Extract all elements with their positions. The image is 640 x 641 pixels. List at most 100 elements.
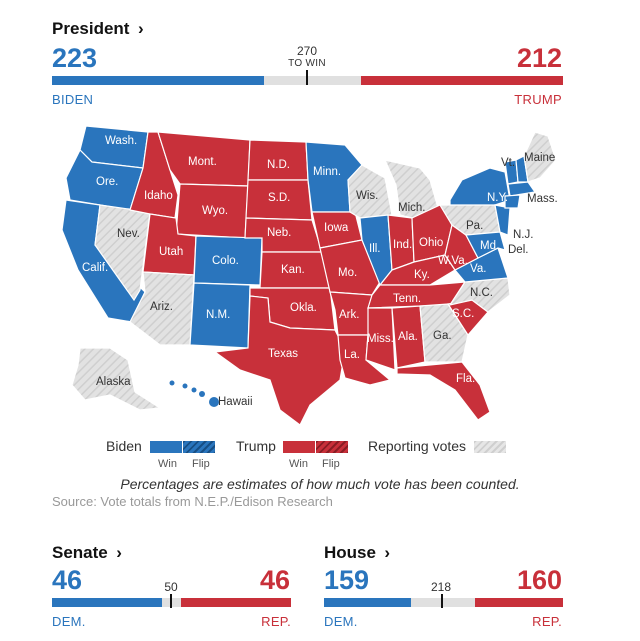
- legend-reporting-swatch: [474, 441, 506, 453]
- label-idaho: Idaho: [144, 190, 173, 202]
- senate-rep-count: 46: [259, 565, 290, 595]
- house-rep-fill: [475, 598, 563, 607]
- house-rep-label: REP.: [532, 614, 562, 629]
- state-nm[interactable]: [189, 282, 251, 349]
- house-dem-count: 159: [324, 565, 370, 595]
- legend-biden-flip-swatch: [183, 441, 215, 453]
- state-md[interactable]: [465, 231, 506, 259]
- label-md: Md.: [480, 240, 499, 252]
- state-mass[interactable]: [507, 181, 537, 197]
- label-tenn: Tenn.: [393, 293, 421, 305]
- label-mass: Mass.: [527, 193, 558, 205]
- senate-threshold-marker: [170, 594, 172, 608]
- legend-trump-label: Trump: [236, 438, 276, 454]
- senate-dem-label: DEM.: [52, 614, 86, 629]
- senate-title[interactable]: Senate: [52, 543, 108, 562]
- source-credit: Source: Vote totals from N.E.P./Edison R…: [52, 494, 333, 509]
- label-wash: Wash.: [105, 135, 137, 147]
- win-threshold-number: 270: [296, 44, 318, 58]
- legend-trump-flip-swatch: [316, 441, 348, 453]
- label-ind: Ind.: [393, 239, 412, 251]
- label-mont: Mont.: [188, 156, 217, 168]
- legend-biden-win-label: Win: [158, 458, 177, 470]
- label-minn: Minn.: [313, 166, 341, 178]
- label-wis: Wis.: [356, 190, 378, 202]
- state-ny[interactable]: [449, 167, 511, 206]
- label-ohio: Ohio: [419, 237, 443, 249]
- president-title[interactable]: President: [52, 19, 130, 38]
- senate-dem-fill: [52, 598, 162, 607]
- legend-biden-win-swatch: [150, 441, 182, 453]
- label-texas: Texas: [268, 348, 298, 360]
- legend-reporting-label: Reporting votes: [368, 438, 467, 454]
- electoral-map[interactable]: Wash. Ore. Calif. Nev. Idaho Mont. Wyo. …: [0, 110, 640, 430]
- label-utah: Utah: [159, 246, 183, 258]
- label-nm: N.M.: [206, 309, 230, 321]
- legend-trump-win-swatch: [283, 441, 315, 453]
- senate-threshold: 50: [164, 580, 178, 594]
- label-ill: Ill.: [369, 243, 381, 255]
- house-header[interactable]: House ›: [324, 543, 390, 563]
- label-pa: Pa.: [466, 220, 483, 232]
- senate-rep-label: REP.: [261, 614, 291, 629]
- state-texas[interactable]: [213, 295, 346, 426]
- label-maine: Maine: [524, 152, 555, 164]
- label-ala: Ala.: [398, 331, 418, 343]
- label-nd: N.D.: [267, 159, 290, 171]
- house-dem-label: DEM.: [324, 614, 358, 629]
- legend-biden-flip-label: Flip: [192, 458, 210, 470]
- house-title[interactable]: House: [324, 543, 376, 562]
- win-threshold-label: TO WIN: [288, 58, 326, 69]
- label-la: La.: [344, 349, 360, 361]
- label-fla: Fla.: [456, 373, 475, 385]
- label-iowa: Iowa: [324, 222, 349, 234]
- chevron-right-icon[interactable]: ›: [137, 19, 144, 38]
- label-nj: N.J.: [513, 229, 533, 241]
- chevron-right-icon[interactable]: ›: [384, 543, 391, 562]
- senate-header[interactable]: Senate ›: [52, 543, 122, 563]
- president-header[interactable]: President ›: [52, 19, 144, 39]
- label-mich: Mich.: [398, 202, 425, 214]
- label-ariz: Ariz.: [150, 301, 173, 313]
- state-ct[interactable]: [504, 194, 521, 209]
- house-bar: [324, 598, 563, 607]
- state-fla[interactable]: [396, 361, 491, 421]
- label-hawaii: Hawaii: [218, 396, 253, 408]
- house-threshold-marker: [441, 594, 443, 608]
- state-miss[interactable]: [365, 307, 396, 371]
- trump-label: TRUMP: [514, 92, 562, 107]
- label-miss: Miss.: [367, 333, 394, 345]
- legend-trump-flip-label: Flip: [322, 458, 340, 470]
- state-alaska[interactable]: [71, 347, 162, 411]
- label-neb: Neb.: [267, 227, 291, 239]
- label-ky: Ky.: [414, 269, 430, 281]
- biden-label: BIDEN: [52, 92, 94, 107]
- legend-biden-label: Biden: [106, 438, 142, 454]
- counting-note: Percentages are estimates of how much vo…: [120, 476, 520, 492]
- label-alaska: Alaska: [96, 376, 131, 388]
- label-sc: S.C.: [452, 308, 474, 320]
- senate-dem-count: 46: [52, 565, 83, 595]
- label-del: Del.: [508, 244, 528, 256]
- label-ga: Ga.: [433, 330, 452, 342]
- label-colo: Colo.: [212, 255, 239, 267]
- label-va: Va.: [470, 263, 486, 275]
- house-threshold: 218: [430, 580, 452, 594]
- label-nev: Nev.: [117, 228, 140, 240]
- state-mo[interactable]: [319, 239, 381, 296]
- label-kan: Kan.: [281, 264, 305, 276]
- label-vt: Vt.: [501, 157, 515, 169]
- trump-bar-fill: [361, 76, 563, 85]
- state-ga[interactable]: [419, 303, 469, 363]
- state-hawaii[interactable]: [169, 380, 220, 408]
- chevron-right-icon[interactable]: ›: [116, 543, 122, 562]
- senate-rep-fill: [181, 598, 291, 607]
- label-ny: N.Y.: [487, 192, 508, 204]
- label-wyo: Wyo.: [202, 205, 228, 217]
- trump-electoral-count: 212: [516, 43, 562, 73]
- label-wva: W.Va.: [438, 255, 468, 267]
- label-mo: Mo.: [338, 267, 357, 279]
- label-sd: S.D.: [268, 192, 290, 204]
- house-dem-fill: [324, 598, 411, 607]
- label-ore: Ore.: [96, 176, 118, 188]
